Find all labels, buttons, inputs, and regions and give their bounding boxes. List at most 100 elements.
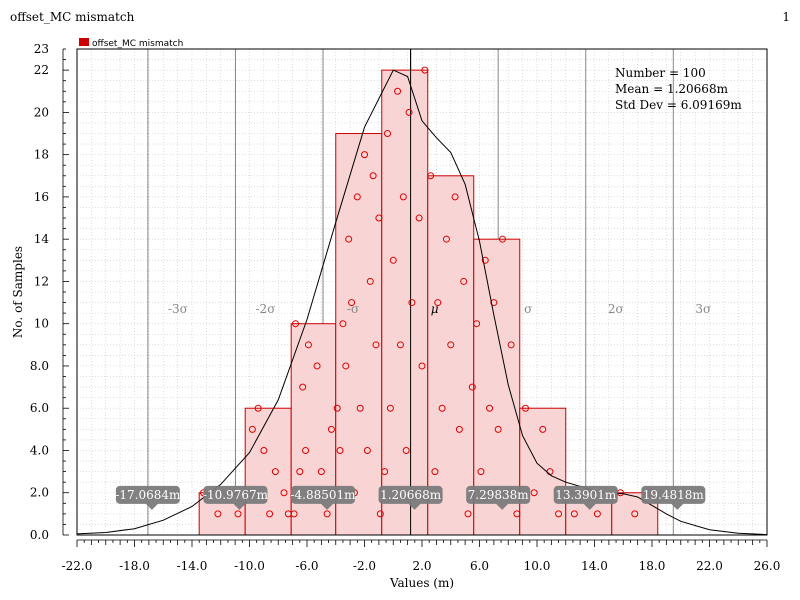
legend-swatch [79, 38, 89, 46]
value-callout [378, 485, 443, 510]
sample-point [266, 510, 274, 518]
sample-point [336, 446, 344, 454]
value-callout [553, 485, 618, 510]
y-tick-label: 0.0 [30, 528, 49, 542]
sigma-label: -2σ [256, 302, 276, 316]
sample-point [376, 510, 384, 518]
x-tick-label: -2.0 [353, 559, 376, 573]
sample-point [460, 277, 468, 285]
x-axis-label: Values (m) [389, 576, 454, 590]
sample-point [348, 299, 356, 307]
sample-point [593, 510, 601, 518]
sample-point [342, 362, 350, 370]
value-callout-label: 1.20668m [380, 488, 442, 502]
sample-point [323, 510, 331, 518]
y-tick-label: 20 [34, 105, 49, 119]
sample-point [356, 404, 364, 412]
value-callout [291, 485, 356, 510]
y-axis-label: No. of Samples [11, 246, 25, 338]
sample-point [296, 468, 304, 476]
histogram-bar [427, 175, 475, 536]
sample-point [447, 341, 455, 349]
sample-point [442, 235, 450, 243]
value-callout-label: -17.0684m [115, 488, 181, 502]
x-tick-label: 10.0 [524, 559, 551, 573]
sample-point [254, 404, 262, 412]
sample-point [248, 425, 256, 433]
x-tick-label: -14.0 [177, 559, 208, 573]
sample-point [402, 446, 410, 454]
sample-point [363, 446, 371, 454]
sample-point [570, 510, 578, 518]
value-callout-label: -4.88501m [290, 488, 356, 502]
sample-point [345, 235, 353, 243]
sample-point [438, 404, 446, 412]
sample-point [375, 214, 383, 222]
sigma-label: μ [431, 302, 439, 316]
sample-point [369, 172, 377, 180]
sample-point [408, 299, 416, 307]
sample-point [304, 341, 312, 349]
histogram-bar [473, 238, 521, 536]
y-tick-label: 6.0 [30, 401, 49, 415]
y-tick-label: 2.0 [30, 486, 49, 500]
sample-point [292, 320, 299, 328]
sample-point [366, 277, 374, 285]
page-number: 1 [782, 10, 790, 24]
value-callout-label: 7.29838m [468, 488, 530, 502]
y-tick-label: 10 [34, 317, 49, 331]
sample-point [490, 299, 498, 307]
sigma-label: -3σ [168, 302, 188, 316]
sample-point [421, 66, 429, 74]
sigma-label: -σ [347, 302, 359, 316]
sample-point [455, 425, 463, 433]
y-tick-label: 4.0 [30, 443, 49, 457]
sample-point [399, 193, 407, 201]
sample-point [302, 446, 310, 454]
sample-point [214, 510, 222, 518]
sigma-label: 3σ [695, 302, 711, 316]
sample-point [381, 468, 389, 476]
sample-point [522, 404, 529, 412]
sample-point [317, 468, 325, 476]
value-callout-label: 19.4818m [643, 488, 705, 502]
sample-point [468, 383, 476, 391]
y-tick-label: 14 [34, 232, 50, 246]
sample-point [386, 404, 394, 412]
sample-point [313, 362, 321, 370]
histogram-bar [244, 407, 292, 536]
histogram-bar [381, 69, 429, 536]
sample-point [494, 425, 502, 433]
plot-border [76, 48, 768, 536]
value-callout-label: -10.9767m [203, 488, 269, 502]
sample-point [372, 341, 380, 349]
sample-point [427, 172, 435, 180]
sample-point [384, 130, 391, 138]
sample-point [271, 468, 279, 476]
x-tick-label: 18.0 [639, 559, 666, 573]
y-tick-label: 8.0 [30, 359, 49, 373]
sample-point [389, 256, 397, 264]
stats-text: Number = 100 [615, 66, 706, 80]
x-tick-label: -22.0 [62, 559, 93, 573]
sample-point [396, 341, 404, 349]
value-callout [641, 485, 706, 510]
sample-point [280, 489, 288, 497]
sample-point [415, 214, 423, 222]
sample-point [631, 510, 639, 518]
x-tick-label: 6.0 [470, 559, 489, 573]
value-callout [203, 485, 268, 510]
y-tick-label: 16 [34, 190, 49, 204]
stats-text: Std Dev = 6.09169m [615, 98, 742, 112]
value-callout [466, 485, 531, 510]
sample-point [327, 425, 335, 433]
sample-point [464, 510, 472, 518]
sample-point [290, 510, 298, 518]
sigma-label: 2σ [608, 302, 624, 316]
x-tick-label: 2.0 [412, 559, 431, 573]
sample-point [260, 446, 268, 454]
sample-point [299, 383, 307, 391]
legend-label: offset_MC mismatch [92, 39, 183, 49]
